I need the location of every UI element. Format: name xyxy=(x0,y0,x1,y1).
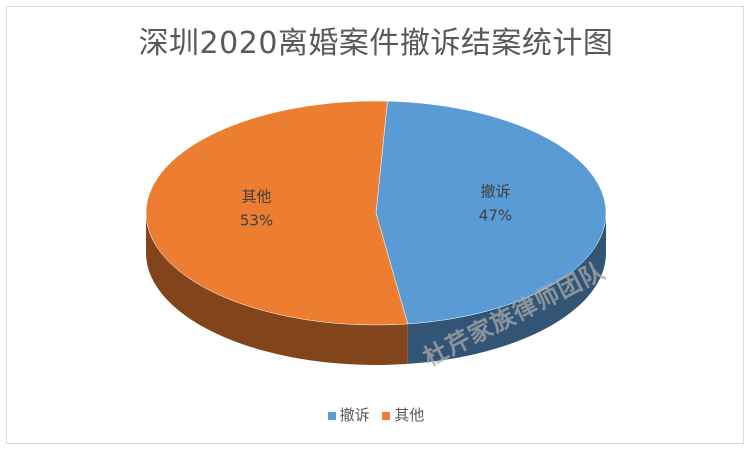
pie-top-group xyxy=(145,100,607,326)
legend-swatch-other xyxy=(382,411,391,420)
legend-swatch-withdraw xyxy=(327,411,336,420)
slice-percent-label-1: 53% xyxy=(240,212,273,230)
pie-depth-group xyxy=(146,213,606,366)
slice-name-label-0: 撤诉 xyxy=(480,182,510,200)
slice-name-label-1: 其他 xyxy=(242,188,272,206)
chart-title: 深圳2020离婚案件撤诉结案统计图 xyxy=(138,26,614,61)
pie-labels-group: 撤诉 47% 其他 53% xyxy=(240,182,512,229)
legend: 撤诉 其他 xyxy=(0,404,752,425)
pie-side-0-0 xyxy=(407,213,606,364)
legend-label-other: 其他 xyxy=(394,406,425,424)
legend-item-other: 其他 xyxy=(382,404,424,425)
slice-percent-label-0: 47% xyxy=(479,206,512,224)
pie-slice-1 xyxy=(145,100,409,326)
legend-item-withdraw: 撤诉 xyxy=(327,404,370,425)
pie-slice-0 xyxy=(375,100,607,325)
pie-side-1-0 xyxy=(146,213,408,366)
legend-label-withdraw: 撤诉 xyxy=(339,406,370,424)
